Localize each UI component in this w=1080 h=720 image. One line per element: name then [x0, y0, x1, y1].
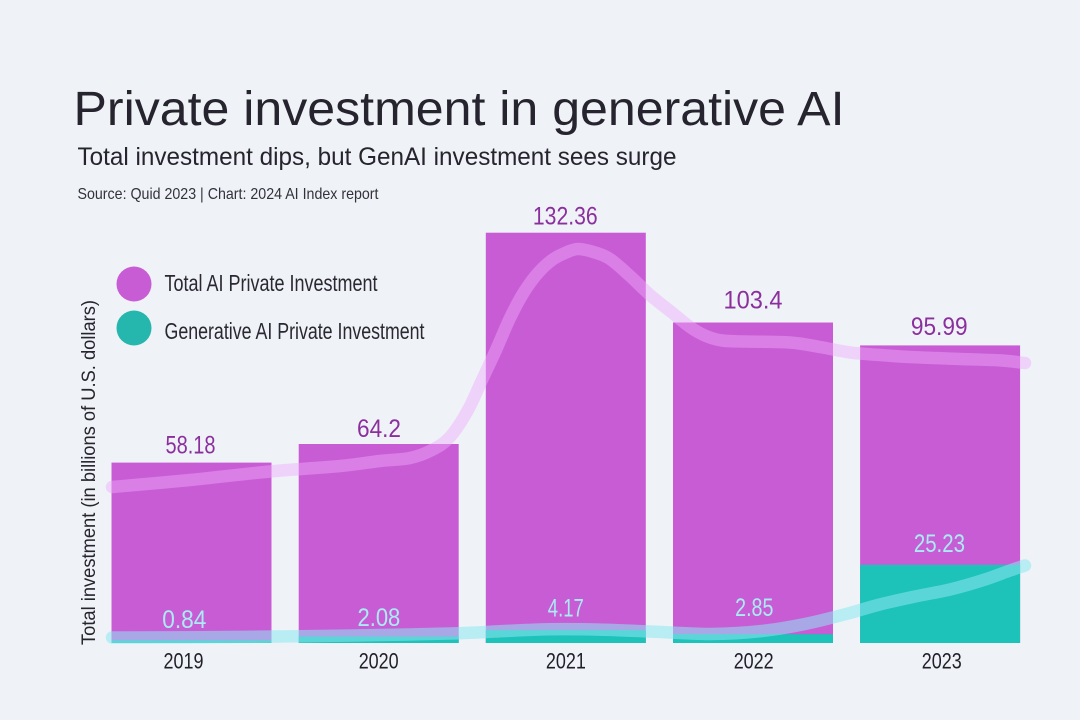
svg-text:103.4: 103.4: [724, 287, 783, 315]
svg-text:58.18: 58.18: [166, 432, 216, 460]
svg-text:Total investment dips, but Gen: Total investment dips, but GenAI investm…: [78, 143, 677, 171]
svg-text:2023: 2023: [922, 649, 962, 674]
svg-text:25.23: 25.23: [914, 530, 965, 558]
svg-text:2020: 2020: [359, 649, 399, 674]
svg-text:Generative AI Private Investme: Generative AI Private Investment: [165, 318, 425, 344]
svg-text:64.2: 64.2: [357, 415, 401, 443]
svg-text:Total investment (in billions: Total investment (in billions of U.S. do…: [79, 300, 100, 645]
svg-text:2.08: 2.08: [358, 604, 401, 632]
svg-text:Private investment in generati: Private investment in generative AI: [74, 83, 845, 136]
svg-text:2021: 2021: [546, 649, 586, 674]
svg-text:4.17: 4.17: [548, 595, 584, 623]
svg-text:2019: 2019: [164, 649, 204, 674]
svg-text:95.99: 95.99: [911, 313, 968, 341]
svg-text:132.36: 132.36: [533, 203, 598, 231]
svg-text:2.85: 2.85: [735, 594, 773, 622]
svg-text:0.84: 0.84: [162, 606, 206, 634]
svg-text:2022: 2022: [734, 649, 774, 674]
svg-text:Source: Quid 2023 | Chart: 202: Source: Quid 2023 | Chart: 2024 AI Index…: [78, 186, 379, 203]
svg-text:Total AI Private Investment: Total AI Private Investment: [165, 270, 378, 296]
